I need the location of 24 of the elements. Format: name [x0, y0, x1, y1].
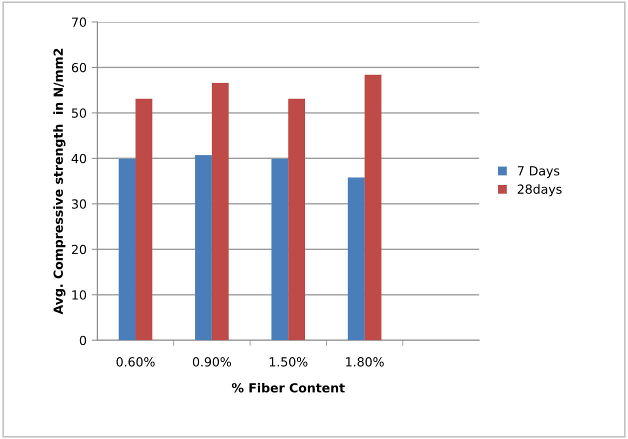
- y-tick-label: 10: [72, 290, 86, 300]
- y-tick-label: 20: [72, 244, 86, 254]
- y-tick-label: 70: [72, 17, 86, 27]
- y-tick-label: 50: [72, 108, 86, 118]
- legend-label: 7 Days: [518, 166, 560, 178]
- bar: [212, 82, 229, 340]
- x-tick-label: 1.50%: [270, 357, 308, 367]
- y-tick-label: 60: [72, 62, 86, 72]
- bar: [288, 98, 306, 340]
- y-tick-label: 40: [72, 154, 86, 164]
- bar: [271, 158, 288, 340]
- y-tick-label: 0: [80, 336, 86, 346]
- x-tick-label: 0.90%: [192, 357, 232, 367]
- y-axis-title: Avg. Compressive strength in N/mm2: [53, 48, 66, 314]
- y-tick-label: 30: [72, 199, 86, 209]
- x-tick-label: 0.60%: [116, 357, 155, 367]
- bar: [364, 74, 382, 340]
- bar: [195, 155, 212, 340]
- legend-label: 28days: [518, 184, 562, 196]
- bar: [118, 158, 136, 340]
- x-axis-title: % Fiber Content: [232, 382, 345, 393]
- bar: [136, 98, 152, 340]
- bar: [348, 177, 365, 340]
- x-tick-label: 1.80%: [346, 357, 384, 367]
